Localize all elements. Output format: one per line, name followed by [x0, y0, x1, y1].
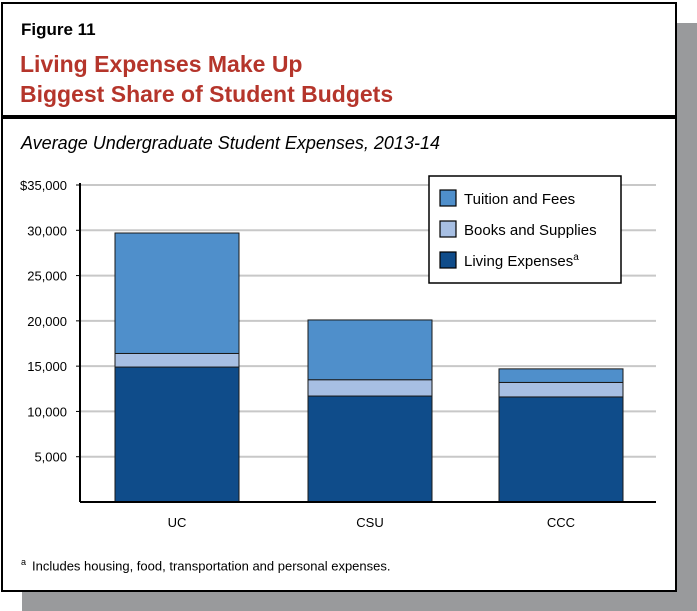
legend-box	[428, 175, 622, 284]
chart-subtitle: Average Undergraduate Student Expenses, …	[21, 133, 440, 153]
legend-label: Books and Supplies	[464, 222, 597, 239]
legend-swatch	[439, 220, 457, 238]
legend-superscript: a	[573, 252, 579, 263]
title-line-1: Living Expenses Make Up	[20, 51, 303, 77]
title-line-2: Biggest Share of Student Budgets	[20, 81, 394, 107]
figure-label: Figure 11	[21, 20, 96, 39]
legend-swatch	[439, 189, 457, 207]
legend-label: Tuition and Fees	[464, 191, 575, 208]
legend-swatch	[439, 251, 457, 269]
x-tick-label: CSU	[356, 515, 383, 530]
figure-frame: Figure 11 Living Expenses Make Up Bigges…	[1, 2, 677, 592]
legend-label: Living Expensesa	[464, 252, 579, 270]
bar-segment	[498, 368, 624, 383]
y-tick-label: 10,000	[27, 404, 67, 419]
header-divider	[3, 115, 675, 119]
bar-segment	[498, 381, 624, 398]
x-tick-label: UC	[168, 515, 187, 530]
bar-segment	[307, 395, 433, 503]
y-tick-label: 20,000	[27, 314, 67, 329]
footnote: a Includes housing, food, transportation …	[21, 557, 390, 573]
x-tick-label: CCC	[547, 515, 575, 530]
bar-segment	[498, 396, 624, 503]
bar-segment	[114, 232, 240, 354]
y-tick-label: $35,000	[20, 178, 67, 193]
bar-segment	[307, 319, 433, 381]
y-tick-label: 25,000	[27, 269, 67, 284]
y-tick-label: 5,000	[34, 450, 67, 465]
bar-segment	[114, 352, 240, 368]
figure-title: Living Expenses Make Up Biggest Share of…	[20, 49, 393, 109]
footnote-text: Includes housing, food, transportation a…	[32, 558, 391, 574]
bar-segment	[114, 366, 240, 503]
y-tick-label: 15,000	[27, 359, 67, 374]
footnote-marker: a	[21, 557, 27, 567]
bar-segment	[307, 379, 433, 397]
y-tick-label: 30,000	[27, 223, 67, 238]
